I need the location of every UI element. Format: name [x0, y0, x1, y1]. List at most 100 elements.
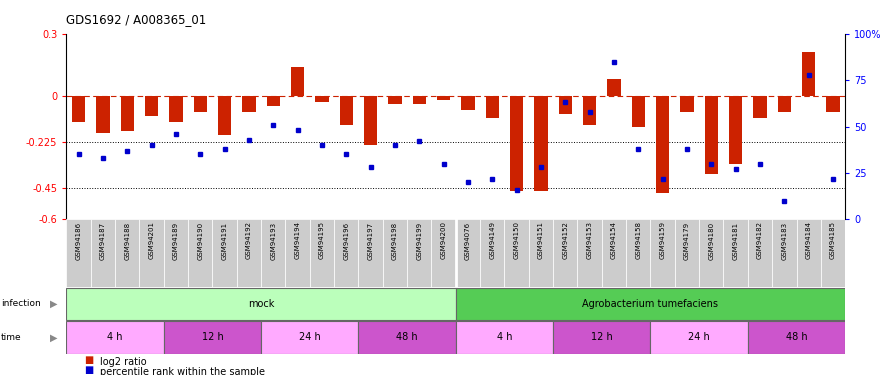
Text: GSM94184: GSM94184 [805, 221, 812, 260]
Text: ▶: ▶ [50, 333, 58, 342]
Bar [486, 96, 499, 118]
Bar [602, 219, 627, 287]
Text: GSM94186: GSM94186 [75, 221, 81, 260]
Bar [724, 219, 748, 287]
Bar [553, 219, 577, 287]
Bar [796, 219, 821, 287]
Bar [242, 96, 256, 112]
Text: GSM94183: GSM94183 [781, 221, 788, 260]
Bar [115, 219, 140, 287]
Bar [120, 96, 134, 131]
Bar [577, 219, 602, 287]
Bar [583, 96, 596, 124]
Text: GSM94190: GSM94190 [197, 221, 204, 260]
Bar [66, 219, 91, 287]
Text: 4 h: 4 h [496, 333, 512, 342]
Bar [772, 219, 796, 287]
Bar [169, 96, 182, 123]
Bar [91, 219, 115, 287]
Bar [358, 321, 456, 354]
Bar [456, 321, 553, 354]
Bar [748, 219, 772, 287]
Text: mock: mock [248, 299, 274, 309]
Text: GSM94197: GSM94197 [367, 221, 373, 260]
Bar [748, 321, 845, 354]
Text: 12 h: 12 h [202, 333, 223, 342]
Text: GSM94159: GSM94159 [659, 221, 666, 260]
Text: GSM94076: GSM94076 [465, 221, 471, 260]
Text: GSM94151: GSM94151 [538, 221, 544, 260]
Bar [650, 219, 675, 287]
Bar [407, 219, 431, 287]
Bar [261, 219, 285, 287]
Bar [389, 96, 402, 104]
Bar [558, 96, 572, 114]
Bar [382, 219, 407, 287]
Bar [285, 219, 310, 287]
Bar [656, 96, 669, 193]
Text: GSM94189: GSM94189 [173, 221, 179, 260]
Bar [291, 67, 304, 96]
Text: 24 h: 24 h [299, 333, 320, 342]
Text: GSM94154: GSM94154 [611, 221, 617, 259]
Text: GSM94188: GSM94188 [124, 221, 130, 260]
Text: ▶: ▶ [50, 299, 58, 309]
Bar [729, 96, 743, 164]
Text: 48 h: 48 h [786, 333, 807, 342]
Bar [456, 288, 845, 320]
Bar [164, 219, 188, 287]
Text: GSM94199: GSM94199 [416, 221, 422, 260]
Bar [627, 219, 650, 287]
Bar [437, 96, 450, 100]
Bar [675, 219, 699, 287]
Text: 4 h: 4 h [107, 333, 123, 342]
Bar [340, 96, 353, 124]
Bar [266, 96, 280, 106]
Text: GSM94187: GSM94187 [100, 221, 106, 260]
Text: ■: ■ [84, 365, 93, 375]
Bar [358, 219, 382, 287]
Bar [412, 96, 426, 104]
Bar [778, 96, 791, 112]
Text: log2 ratio: log2 ratio [100, 357, 147, 367]
Text: time: time [1, 333, 21, 342]
Bar [218, 96, 231, 135]
Bar [535, 96, 548, 190]
Text: GSM94181: GSM94181 [733, 221, 739, 260]
Bar [802, 53, 815, 96]
Bar [529, 219, 553, 287]
Text: GSM94153: GSM94153 [587, 221, 593, 260]
Text: GSM94152: GSM94152 [562, 221, 568, 259]
Bar [681, 96, 694, 112]
Bar [145, 96, 158, 116]
Text: ■: ■ [84, 355, 93, 365]
Bar [650, 321, 748, 354]
Bar [310, 219, 335, 287]
Bar [461, 96, 474, 110]
Bar [364, 96, 377, 145]
Text: GSM94185: GSM94185 [830, 221, 836, 260]
Text: GSM94195: GSM94195 [319, 221, 325, 260]
Text: GSM94200: GSM94200 [441, 221, 447, 260]
Text: GSM94182: GSM94182 [757, 221, 763, 260]
Text: GSM94191: GSM94191 [221, 221, 227, 260]
Text: GSM94194: GSM94194 [295, 221, 301, 260]
Bar [261, 321, 358, 354]
Text: GSM94180: GSM94180 [708, 221, 714, 260]
Bar [704, 96, 718, 174]
Bar [607, 79, 620, 96]
Bar [510, 96, 523, 190]
Text: GSM94193: GSM94193 [270, 221, 276, 260]
Bar [164, 321, 261, 354]
Bar [699, 219, 724, 287]
Bar [480, 219, 504, 287]
Bar [237, 219, 261, 287]
Bar [72, 96, 85, 123]
Bar [553, 321, 650, 354]
Text: GDS1692 / A008365_01: GDS1692 / A008365_01 [66, 13, 206, 26]
Text: GSM94150: GSM94150 [513, 221, 519, 260]
Text: GSM94201: GSM94201 [149, 221, 155, 260]
Bar [212, 219, 237, 287]
Text: GSM94196: GSM94196 [343, 221, 350, 260]
Text: GSM94179: GSM94179 [684, 221, 690, 260]
